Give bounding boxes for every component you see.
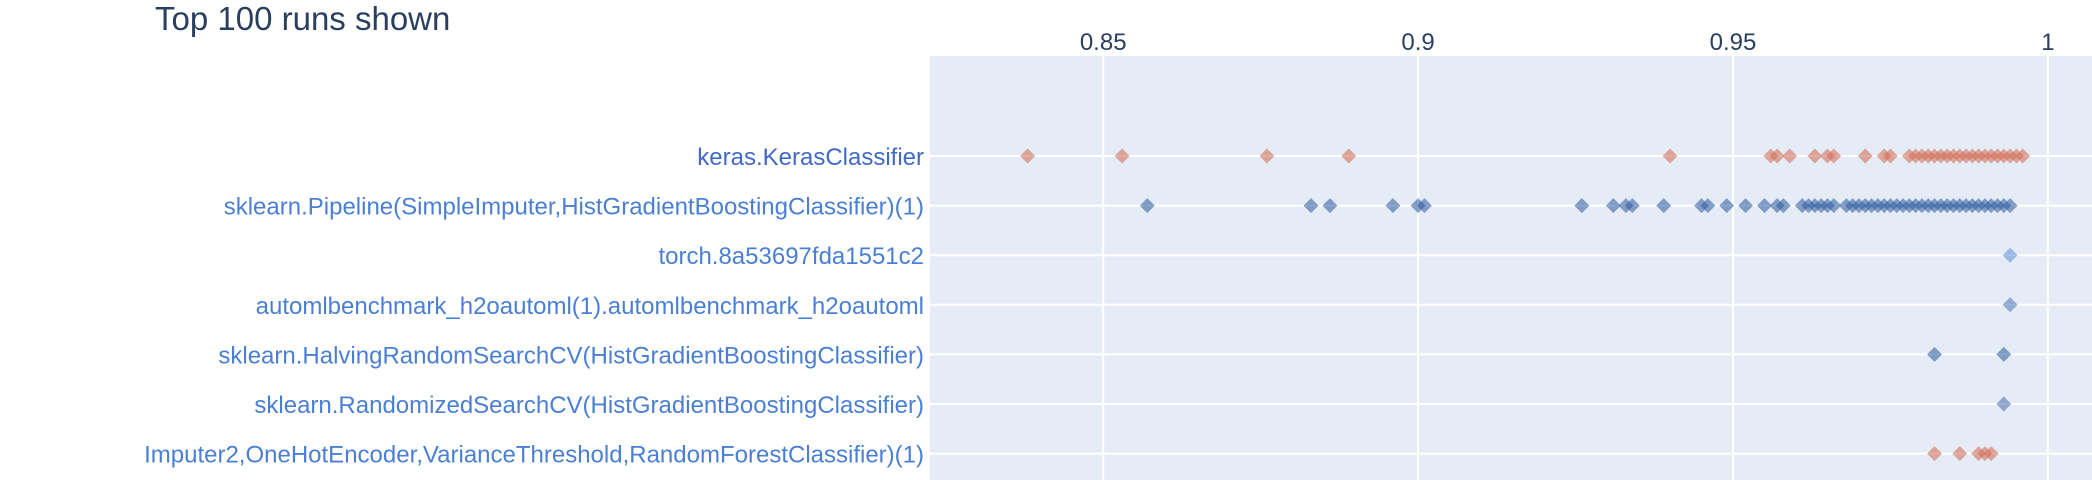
data-point-diamond[interactable] — [1341, 148, 1357, 164]
data-point-diamond[interactable] — [1996, 346, 2012, 362]
y-category-label[interactable]: sklearn.Pipeline(SimpleImputer,HistGradi… — [224, 194, 924, 221]
data-point-diamond[interactable] — [1700, 198, 1716, 214]
chart-title: Top 100 runs shown — [155, 0, 451, 37]
data-point-diamond[interactable] — [1807, 148, 1823, 164]
data-point-diamond[interactable] — [1983, 446, 1999, 462]
data-point-diamond[interactable] — [1826, 198, 1842, 214]
data-point-diamond[interactable] — [1927, 346, 1943, 362]
plot-area — [930, 56, 2092, 480]
data-point-diamond[interactable] — [1416, 198, 1432, 214]
data-point-diamond[interactable] — [1857, 148, 1873, 164]
data-point-diamond[interactable] — [1782, 148, 1798, 164]
grid-lines — [930, 56, 2092, 480]
y-category-label[interactable]: torch.8a53697fda1551c2 — [658, 243, 924, 270]
data-point-diamond[interactable] — [1020, 148, 1036, 164]
data-point-diamond[interactable] — [1322, 198, 1338, 214]
data-point-diamond[interactable] — [1303, 198, 1319, 214]
y-category-label[interactable]: Imputer2,OneHotEncoder,VarianceThreshold… — [144, 442, 924, 469]
data-point-diamond[interactable] — [2002, 198, 2018, 214]
data-point-diamond[interactable] — [1662, 148, 1678, 164]
data-point-diamond[interactable] — [1826, 148, 1842, 164]
y-axis-labels: keras.KerasClassifier sklearn.Pipeline(Si… — [144, 144, 924, 469]
data-point-diamond[interactable] — [1927, 446, 1943, 462]
data-point-diamond[interactable] — [1385, 198, 1401, 214]
data-point-diamond[interactable] — [1882, 148, 1898, 164]
data-point-diamond[interactable] — [1996, 396, 2012, 412]
data-point-diamond[interactable] — [1738, 198, 1754, 214]
data-point-diamond[interactable] — [1624, 198, 1640, 214]
x-tick-label: 0.9 — [1401, 29, 1434, 56]
data-point-diamond[interactable] — [1756, 198, 1772, 214]
data-point-diamond[interactable] — [2002, 247, 2018, 263]
data-point-diamond[interactable] — [1952, 446, 1968, 462]
data-point-diamond[interactable] — [1769, 148, 1785, 164]
data-point-diamond[interactable] — [1259, 148, 1275, 164]
data-point-diamond[interactable] — [1139, 198, 1155, 214]
y-category-label[interactable]: sklearn.RandomizedSearchCV(HistGradientB… — [254, 392, 924, 419]
x-axis-ticks: 0.85 0.9 0.95 1 — [1080, 29, 2055, 56]
data-point-diamond[interactable] — [1605, 198, 1621, 214]
data-point-diamond[interactable] — [2002, 297, 2018, 313]
data-point-diamond[interactable] — [2015, 148, 2031, 164]
x-tick-label: 1 — [2041, 29, 2054, 56]
data-point-diamond[interactable] — [1656, 198, 1672, 214]
data-point-diamond[interactable] — [1574, 198, 1590, 214]
data-point-diamond[interactable] — [1775, 198, 1791, 214]
x-tick-label: 0.95 — [1710, 29, 1757, 56]
y-category-label[interactable]: keras.KerasClassifier — [697, 144, 924, 171]
data-point-diamond[interactable] — [1719, 198, 1735, 214]
x-tick-label: 0.85 — [1080, 29, 1127, 56]
y-category-label[interactable]: automlbenchmark_h2oautoml(1).automlbench… — [256, 293, 924, 320]
y-category-label[interactable]: sklearn.HalvingRandomSearchCV(HistGradie… — [218, 342, 924, 369]
data-points — [1020, 148, 2031, 462]
data-point-diamond[interactable] — [1114, 148, 1130, 164]
